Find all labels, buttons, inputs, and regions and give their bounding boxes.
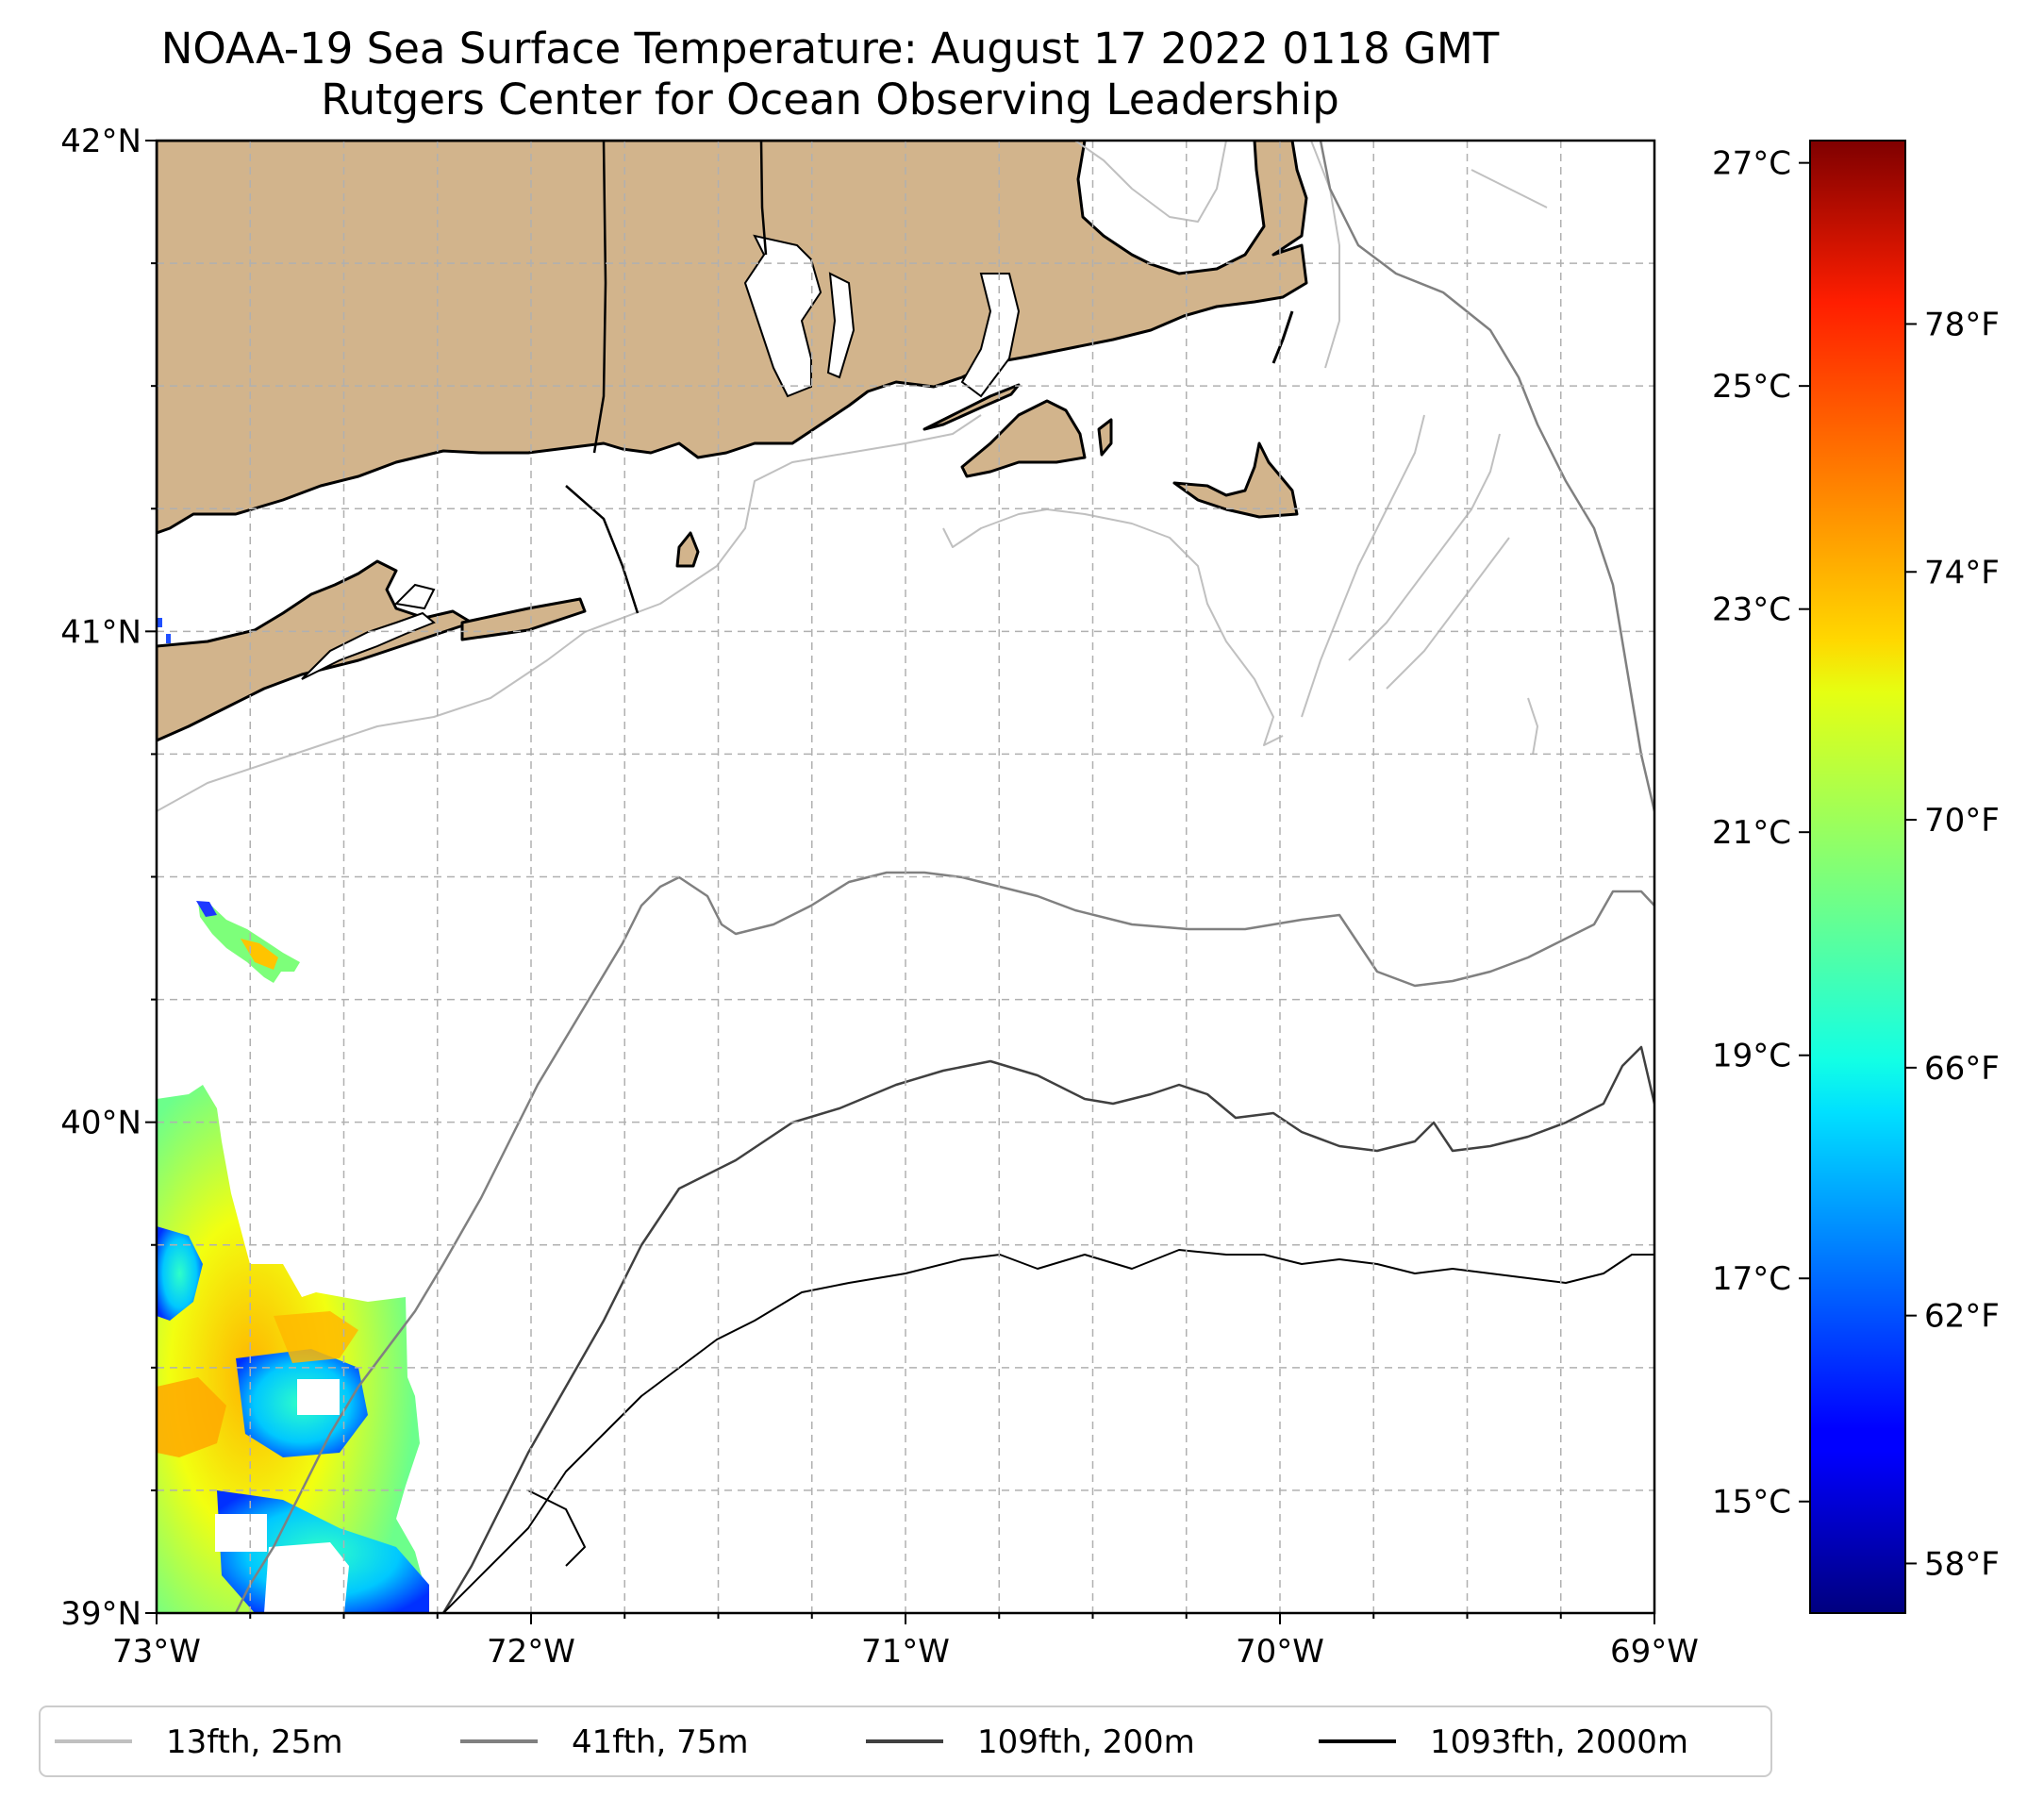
fahrenheit-tick-label: 74°F: [1924, 554, 2000, 591]
isobath-25m: [157, 141, 1548, 812]
fahrenheit-tick-label: 70°F: [1924, 802, 2000, 840]
buzzards-bay: [960, 273, 1021, 398]
sst-speck: [157, 618, 162, 627]
fahrenheit-tick-label: 58°F: [1924, 1545, 2000, 1583]
elizabeth-islands: [922, 383, 1021, 431]
isobath-200m: [441, 1045, 1654, 1613]
isobath-2000m: [442, 1249, 1654, 1613]
isobath-75m: [234, 141, 1654, 1613]
axis-ticks: 73°W 72°W 71°W 70°W 69°W 42°N 41°N 40°N 39°N: [60, 123, 1699, 1671]
celsius-tick-label: 21°C: [1712, 814, 1791, 852]
muskeget: [1097, 418, 1113, 457]
sst-patch-warm-2: [274, 1311, 358, 1363]
lat-tick-label: 39°N: [60, 1595, 141, 1633]
narragansett-bay: [743, 234, 823, 398]
celsius-tick-label: 27°C: [1712, 145, 1791, 183]
block-island: [675, 531, 700, 568]
fahrenheit-tick-label: 78°F: [1924, 306, 2000, 343]
cloud-gap-1: [297, 1379, 340, 1415]
lon-tick-label: 69°W: [1610, 1633, 1699, 1671]
marthas-vineyard: [960, 399, 1087, 478]
celsius-tick-label: 15°C: [1712, 1484, 1791, 1522]
peconic-bay: [301, 611, 436, 680]
long-island-sound-inlet: [393, 583, 436, 610]
fahrenheit-tick-label: 62°F: [1924, 1298, 2000, 1336]
isobaths: [157, 141, 1654, 1613]
sst-data: [157, 618, 429, 1613]
celsius-tick-label: 25°C: [1712, 368, 1791, 406]
celsius-tick-label: 17°C: [1712, 1260, 1791, 1298]
inland-water: [301, 234, 1021, 680]
colorbar-gradient: [1809, 140, 1906, 1614]
map-subtitle: Rutgers Center for Ocean Observing Leade…: [321, 75, 1339, 125]
lat-tick-label: 42°N: [60, 123, 141, 160]
lon-tick-label: 70°W: [1236, 1633, 1324, 1671]
sst-speck: [166, 634, 171, 643]
lon-tick-label: 72°W: [487, 1633, 575, 1671]
lon-tick-label: 71°W: [861, 1633, 950, 1671]
sst-patch-north-edge: [196, 901, 217, 917]
long-island-east: [460, 597, 587, 641]
monomoy: [1271, 310, 1294, 364]
fahrenheit-tick-label: 66°F: [1924, 1050, 2000, 1088]
sst-patch-warm-1: [157, 1377, 226, 1457]
map-title: NOAA-19 Sea Surface Temperature: August …: [160, 24, 1500, 74]
lat-tick-label: 40°N: [60, 1105, 141, 1142]
mount-hope-bay: [826, 272, 856, 379]
colorbar: 27°C 25°C 23°C 21°C 19°C 17°C 15°C 78°F 74°F 70°F…: [1712, 140, 2000, 1614]
sst-patch-cool-1: [157, 1226, 203, 1321]
depth-legend: 13fth, 25m 41fth, 75m 109fth, 200m 1093fth,…: [39, 1705, 1772, 1777]
gridlines: [157, 141, 1654, 1613]
map-area: [157, 141, 1654, 1613]
celsius-tick-label: 19°C: [1712, 1038, 1791, 1075]
celsius-tick-label: 23°C: [1712, 591, 1791, 629]
legend-label: 1093fth, 2000m: [1430, 1723, 1688, 1761]
legend-label: 41fth, 75m: [572, 1723, 749, 1761]
land: [157, 141, 1308, 742]
lat-tick-label: 41°N: [60, 613, 141, 651]
legend-label: 13fth, 25m: [166, 1723, 343, 1761]
colorbar-ticks: 27°C 25°C 23°C 21°C 19°C 17°C 15°C 78°F 74°F 70°F…: [1712, 145, 2000, 1584]
cloud-gap-3: [264, 1542, 349, 1613]
lon-tick-label: 73°W: [112, 1633, 201, 1671]
cloud-gap-2: [215, 1514, 267, 1552]
state-borders: [565, 141, 768, 614]
legend-label: 109fth, 200m: [977, 1723, 1195, 1761]
